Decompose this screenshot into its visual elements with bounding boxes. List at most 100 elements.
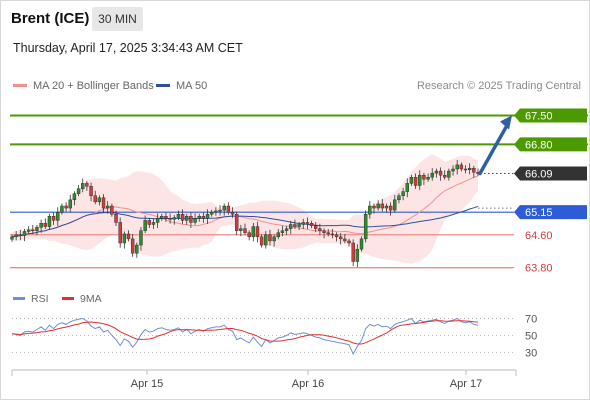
bollinger-band bbox=[12, 154, 478, 264]
candle-body bbox=[322, 230, 326, 233]
candle-body bbox=[155, 218, 160, 223]
candle-body bbox=[314, 225, 318, 229]
candle-body bbox=[201, 216, 206, 219]
candle-body bbox=[85, 183, 89, 187]
candle-body bbox=[76, 188, 81, 194]
candle-body bbox=[301, 222, 305, 225]
rsi-legend-rsi: RSI bbox=[13, 293, 49, 305]
candle-body bbox=[343, 238, 347, 242]
candle-body bbox=[309, 223, 314, 226]
candle-body bbox=[355, 248, 360, 262]
rsi-legend-ma: 9MA bbox=[62, 293, 102, 305]
ma20-swatch bbox=[13, 83, 27, 87]
level-label: 65.15 bbox=[525, 207, 553, 219]
candle-body bbox=[305, 222, 310, 224]
candle-body bbox=[47, 216, 52, 227]
candle-body bbox=[347, 240, 351, 244]
x-tick-label: Apr 16 bbox=[292, 378, 324, 390]
candle-body bbox=[438, 170, 443, 176]
candle-body bbox=[376, 203, 380, 209]
candle-body bbox=[135, 244, 139, 254]
candle-body bbox=[243, 228, 247, 233]
candle-body bbox=[172, 217, 176, 220]
timestamp: Thursday, April 17, 2025 3:34:43 AM CET bbox=[13, 41, 243, 55]
credit-text: Research © 2025 Trading Central bbox=[416, 80, 581, 92]
candle-body bbox=[451, 168, 455, 172]
candle-body bbox=[197, 216, 201, 219]
candle-body bbox=[176, 214, 181, 218]
candle-body bbox=[51, 216, 56, 221]
level-label: 66.09 bbox=[525, 169, 553, 181]
rsi-line bbox=[11, 317, 479, 356]
candle-body bbox=[255, 226, 260, 238]
level-label: 64.60 bbox=[525, 230, 553, 242]
candle-body bbox=[18, 234, 23, 236]
rsi-swatch bbox=[13, 296, 25, 300]
candle-body bbox=[289, 224, 293, 229]
candle-body bbox=[388, 205, 393, 211]
candle-body bbox=[222, 205, 226, 211]
candle-body bbox=[472, 167, 476, 173]
target-arrow-head bbox=[500, 115, 512, 130]
candle-body bbox=[122, 233, 127, 244]
rsi-legend-label: RSI bbox=[31, 293, 49, 305]
rsi-ma-legend-label: 9MA bbox=[80, 293, 102, 305]
resistance-tag bbox=[514, 137, 587, 152]
candle-body bbox=[247, 232, 251, 238]
candle-body bbox=[81, 183, 85, 189]
rsi-ma-swatch bbox=[62, 296, 74, 300]
rsi-tick-label: 70 bbox=[525, 313, 537, 325]
candle-body bbox=[264, 234, 268, 246]
candle-body bbox=[14, 234, 18, 238]
candle-body bbox=[151, 222, 156, 225]
candle-body bbox=[226, 205, 231, 213]
candle-body bbox=[372, 205, 376, 209]
candle-body bbox=[56, 211, 60, 221]
candle-body bbox=[413, 177, 418, 186]
candle-body bbox=[384, 205, 389, 209]
candle-body bbox=[297, 224, 301, 227]
candle-body bbox=[401, 191, 405, 196]
candle-body bbox=[259, 236, 264, 246]
resistance-tag bbox=[514, 108, 587, 123]
candle-body bbox=[397, 195, 401, 201]
candle-body bbox=[180, 214, 185, 221]
candle-body bbox=[60, 205, 64, 213]
candle-body bbox=[205, 214, 210, 219]
candle-body bbox=[272, 236, 276, 242]
candle-body bbox=[64, 205, 68, 209]
candle-body bbox=[210, 211, 214, 215]
candle-body bbox=[293, 224, 297, 227]
candle-body bbox=[26, 229, 31, 232]
timeframe-button[interactable]: 30 MIN bbox=[92, 7, 143, 31]
candle-body bbox=[284, 228, 289, 231]
candle-body bbox=[10, 236, 14, 240]
level-label: 67.50 bbox=[525, 111, 553, 123]
legend-ma50: MA 50 bbox=[156, 80, 207, 92]
candle-body bbox=[239, 228, 243, 231]
candle-body bbox=[139, 230, 143, 246]
candle-body bbox=[31, 229, 35, 232]
legend-ma20: MA 20 + Bollinger Bands bbox=[13, 80, 154, 92]
candle-body bbox=[110, 205, 114, 215]
candle-body bbox=[143, 220, 147, 231]
candle-body bbox=[276, 232, 280, 238]
level-label: 66.80 bbox=[525, 139, 553, 151]
candle-body bbox=[160, 216, 164, 219]
candle-body bbox=[318, 228, 322, 231]
candle-body bbox=[368, 205, 372, 215]
legend-ma20-label: MA 20 + Bollinger Bands bbox=[33, 80, 154, 92]
candle-body bbox=[214, 210, 218, 213]
candle-body bbox=[118, 222, 122, 244]
candle-body bbox=[147, 220, 152, 225]
candle-body bbox=[185, 216, 189, 221]
candle-body bbox=[101, 197, 106, 209]
ma50-swatch bbox=[156, 83, 170, 87]
candle-body bbox=[251, 226, 256, 238]
target-arrow-shaft bbox=[478, 121, 510, 176]
candle-body bbox=[338, 236, 343, 240]
candle-body bbox=[35, 227, 39, 231]
candle-body bbox=[89, 186, 93, 196]
candle-body bbox=[114, 214, 118, 223]
